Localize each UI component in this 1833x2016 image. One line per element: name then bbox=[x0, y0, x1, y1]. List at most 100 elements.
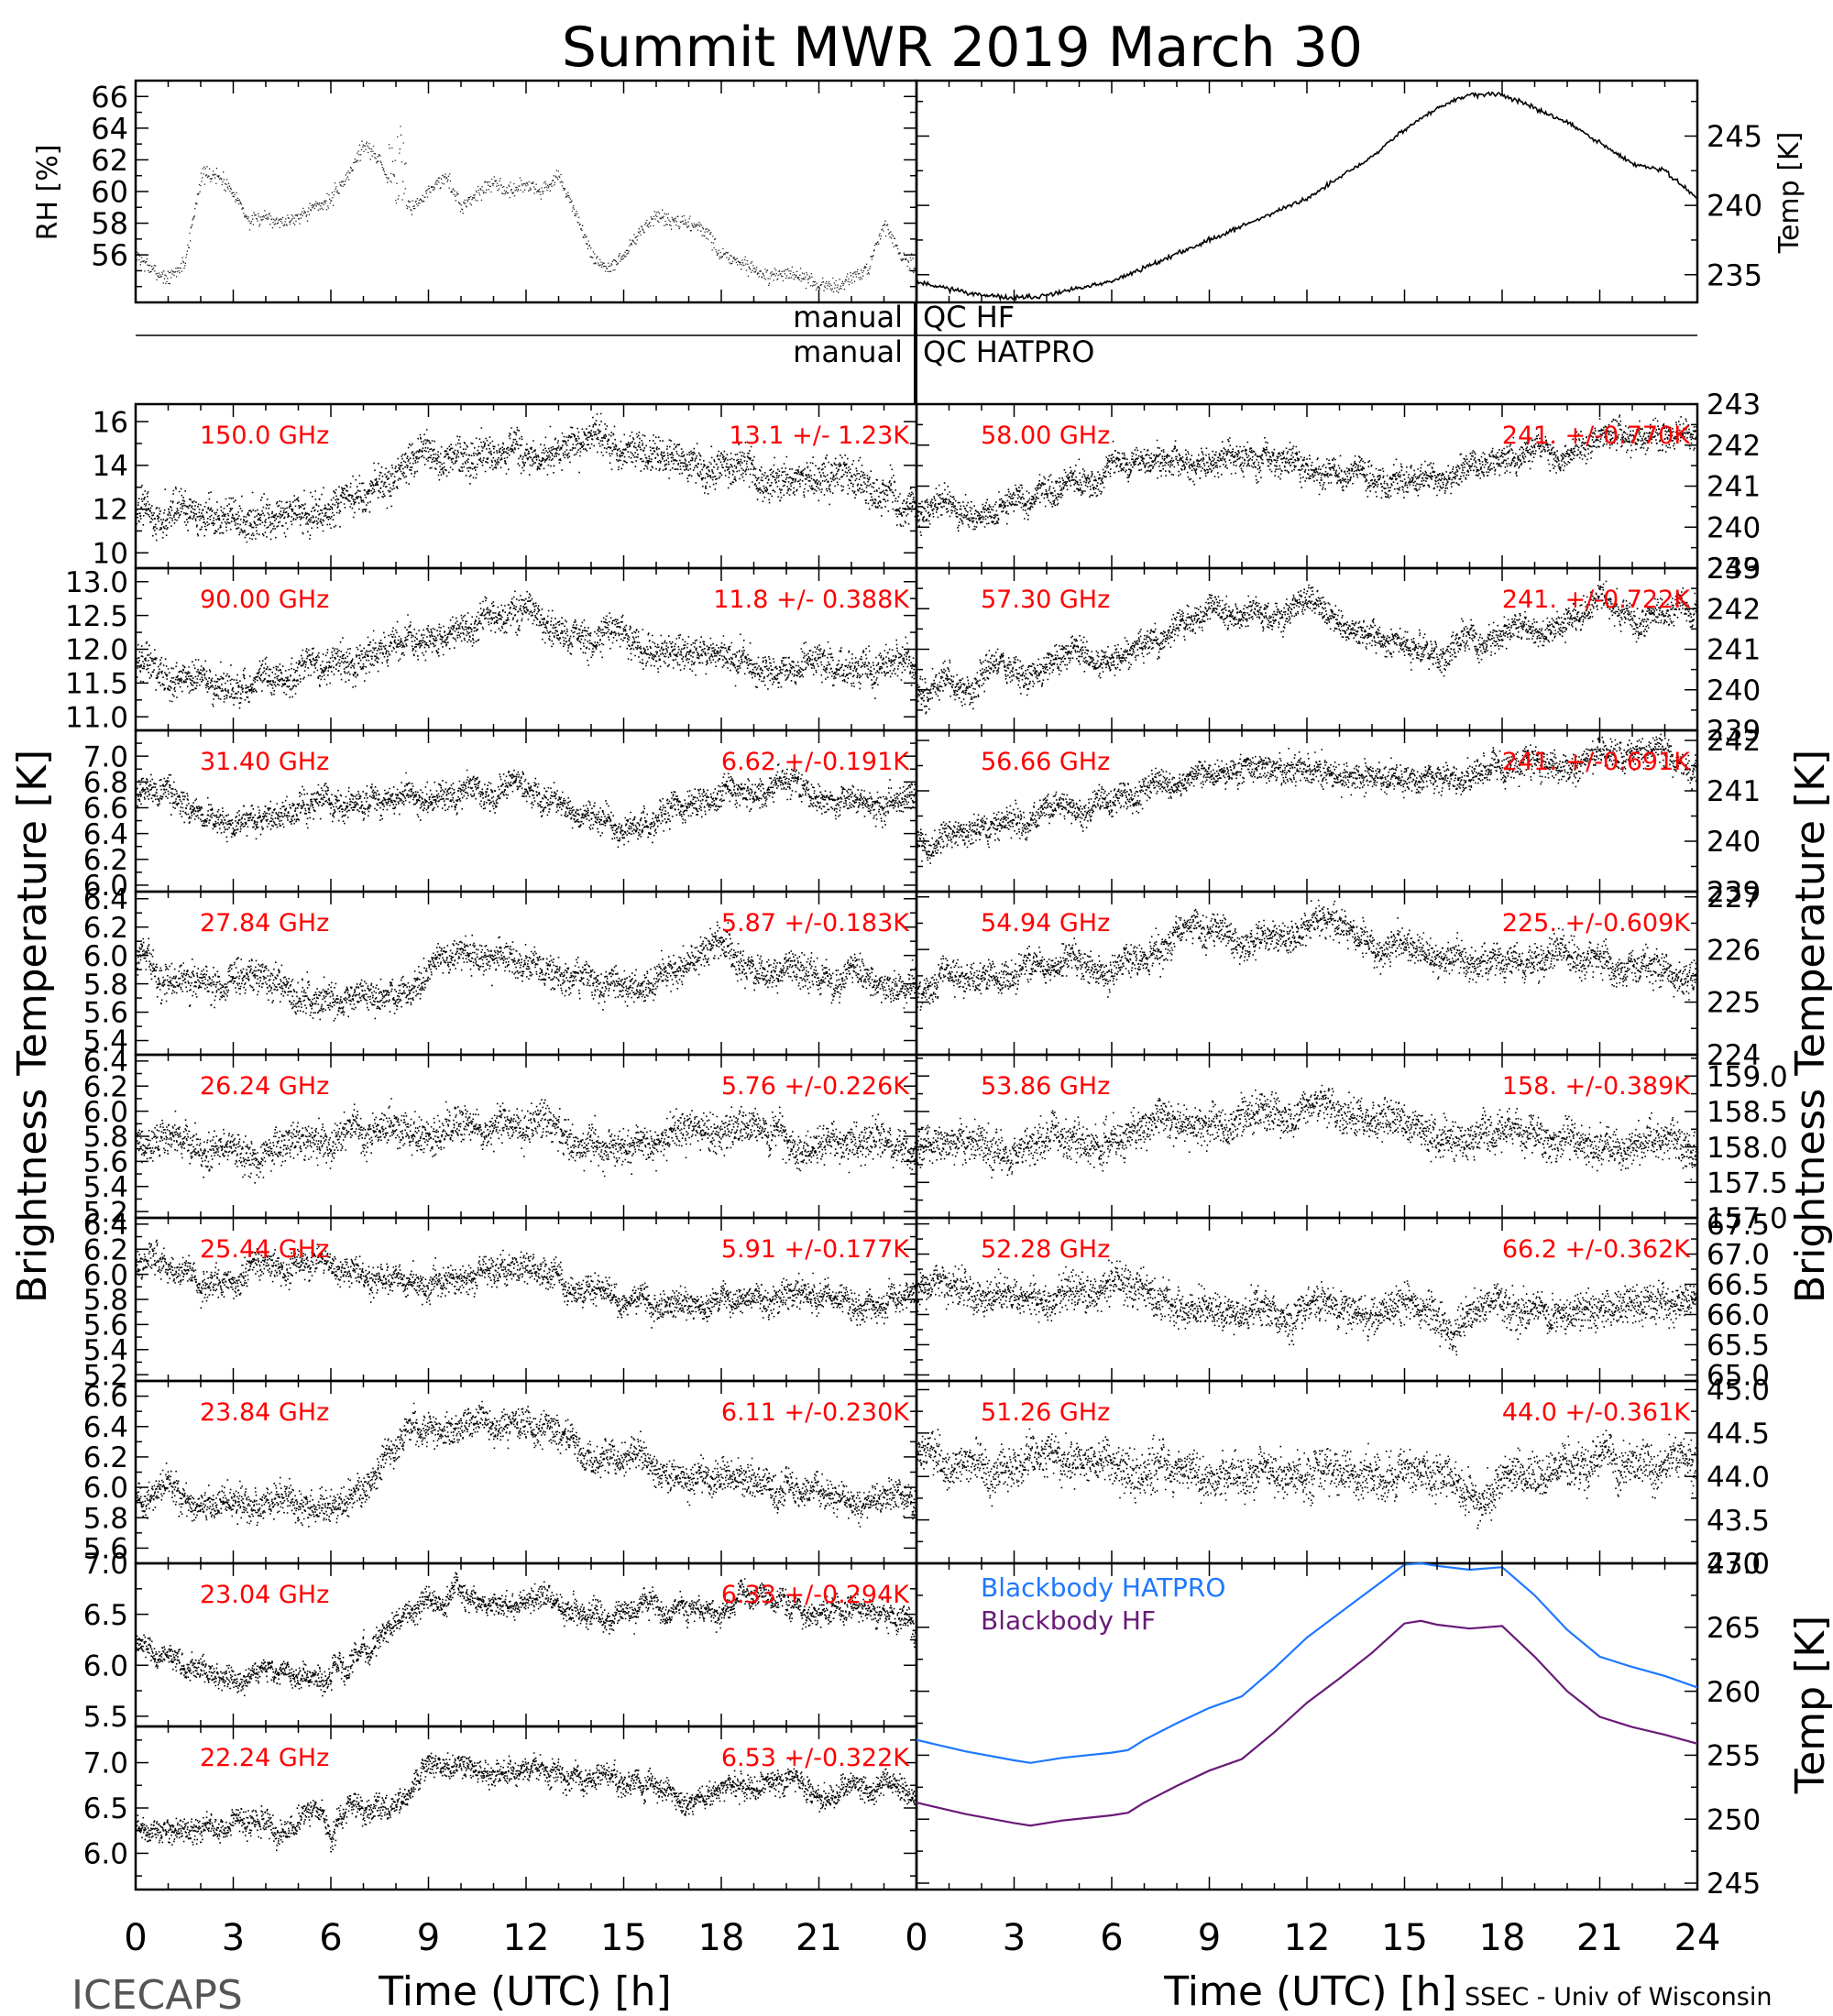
y-tick-label: 6.0 bbox=[83, 1649, 128, 1682]
y-tick-label: 43.5 bbox=[1707, 1505, 1770, 1538]
y-tick-label: 6.2 bbox=[83, 844, 128, 877]
series-line-bb-hf bbox=[916, 1619, 1698, 1827]
y-tick-label: 241 bbox=[1707, 471, 1761, 504]
y-tick-label: 6.0 bbox=[83, 940, 128, 973]
stat-label: 225. +/-0.609K bbox=[1502, 909, 1691, 937]
y-tick-label: 245 bbox=[1707, 119, 1762, 154]
trace-ch-23-84 bbox=[136, 1400, 918, 1528]
freq-label: 23.84 GHz bbox=[200, 1398, 329, 1427]
y-tick-label: 6.5 bbox=[83, 1599, 128, 1632]
y-tick-label: 245 bbox=[1707, 1868, 1761, 1901]
y-tick-label: 5.2 bbox=[83, 1359, 128, 1392]
x-tick-label-left: 15 bbox=[600, 1917, 647, 1959]
y-tick-label: 255 bbox=[1707, 1740, 1761, 1773]
trace-ch-150 bbox=[136, 412, 918, 543]
stat-label: 5.87 +/-0.183K bbox=[721, 909, 910, 937]
y-tick-label: 12 bbox=[93, 494, 128, 527]
y-tick-label: 5.8 bbox=[83, 1502, 128, 1535]
y-tick-label: 240 bbox=[1707, 826, 1761, 859]
y-tick-label: 7.0 bbox=[83, 740, 128, 773]
y-tick-label: 44.5 bbox=[1707, 1418, 1770, 1451]
y-tick-label: 12.5 bbox=[65, 600, 128, 633]
x-tick-label-left: 6 bbox=[319, 1917, 342, 1959]
manual-label-hatpro: manual bbox=[793, 334, 903, 369]
y-tick-label: 5.4 bbox=[83, 1025, 128, 1058]
trace-ch-90 bbox=[136, 590, 918, 709]
y-tick-label: 260 bbox=[1707, 1676, 1761, 1709]
y-tick-label: 5.8 bbox=[83, 1284, 128, 1317]
x-tick-label-right: 9 bbox=[1198, 1917, 1221, 1959]
y-tick-label: 6.4 bbox=[83, 1046, 128, 1079]
freq-label: 26.24 GHz bbox=[200, 1072, 329, 1101]
x-tick-label-right: 3 bbox=[1003, 1917, 1026, 1959]
y-tick-label: 158.0 bbox=[1707, 1132, 1788, 1165]
x-tick-label-left: 9 bbox=[417, 1917, 440, 1959]
freq-label: 27.84 GHz bbox=[200, 909, 329, 937]
y-tick-label: 14 bbox=[93, 450, 128, 483]
y-tick-label: 226 bbox=[1707, 934, 1761, 967]
y-tick-label: 7.0 bbox=[83, 1748, 128, 1780]
y-tick-label: 224 bbox=[1707, 1039, 1761, 1072]
trace-ch-25 bbox=[136, 1239, 918, 1329]
y-tick-label: 158.5 bbox=[1707, 1096, 1788, 1129]
y-tick-label: 44.0 bbox=[1707, 1461, 1770, 1494]
panel-air-temp bbox=[915, 79, 1699, 304]
trace-ch-22 bbox=[136, 1752, 918, 1853]
y-tick-label: 45.0 bbox=[1707, 1375, 1770, 1408]
y-tick-label: 56 bbox=[91, 238, 128, 273]
y-tick-label: 265 bbox=[1707, 1612, 1761, 1645]
freq-label: 52.28 GHz bbox=[981, 1235, 1110, 1264]
y-tick-label: 225 bbox=[1707, 987, 1761, 1020]
y-tick-label: 6.0 bbox=[83, 1259, 128, 1292]
y-tick-label: 66 bbox=[91, 80, 128, 115]
y-tick-label: 6.4 bbox=[83, 818, 128, 851]
y-tick-label: 58 bbox=[91, 206, 128, 241]
x-tick-label-left: 18 bbox=[698, 1917, 745, 1959]
y-axis-label-right: Brightness Temperature [K] bbox=[1787, 750, 1833, 1303]
manual-label-hf: manual bbox=[793, 300, 903, 334]
y-tick-label: 6.6 bbox=[83, 1381, 128, 1414]
x-tick-label-right: 21 bbox=[1576, 1917, 1623, 1959]
x-tick-label-left: 12 bbox=[503, 1917, 550, 1959]
y-tick-label: 5.4 bbox=[83, 1334, 128, 1367]
y-tick-label: 12.0 bbox=[65, 634, 128, 667]
y-tick-label: 240 bbox=[1707, 189, 1762, 224]
x-tick-label-right: 12 bbox=[1284, 1917, 1331, 1959]
y-tick-label: 13.0 bbox=[65, 566, 128, 599]
y-tick-label: 270 bbox=[1707, 1548, 1761, 1581]
freq-label: 90.00 GHz bbox=[200, 586, 329, 614]
y-tick-label: 235 bbox=[1707, 257, 1762, 292]
y-tick-label: 157.5 bbox=[1707, 1167, 1788, 1200]
stat-label: 6.53 +/-0.322K bbox=[721, 1744, 910, 1772]
y-tick-label: 66.5 bbox=[1707, 1269, 1770, 1302]
trace-air-temp bbox=[916, 91, 1698, 302]
y-tick-label: 250 bbox=[1707, 1803, 1761, 1836]
stat-label: 241. +/-0.691K bbox=[1502, 748, 1691, 776]
x-tick-label-right: 6 bbox=[1100, 1917, 1123, 1959]
freq-label: 22.24 GHz bbox=[200, 1744, 329, 1772]
x-tick-label-right: 24 bbox=[1674, 1917, 1721, 1959]
y-tick-label: 6.6 bbox=[83, 793, 128, 826]
stat-label: 13.1 +/- 1.23K bbox=[729, 422, 910, 450]
qc-label-hf: QC HF bbox=[923, 300, 1015, 334]
y-tick-label: 7.0 bbox=[83, 1548, 128, 1581]
y-tick-label: 240 bbox=[1707, 674, 1761, 707]
y-tick-label: 240 bbox=[1707, 511, 1761, 544]
y-tick-label: 157.0 bbox=[1707, 1202, 1788, 1235]
y-axis-label-air-temp: Temp [K] bbox=[1773, 132, 1806, 255]
y-tick-label: 64 bbox=[91, 111, 128, 146]
freq-label: 56.66 GHz bbox=[981, 748, 1110, 776]
y-tick-label: 242 bbox=[1707, 593, 1761, 626]
freq-label: 51.26 GHz bbox=[981, 1398, 1110, 1427]
y-tick-label: 5.8 bbox=[83, 1121, 128, 1154]
y-tick-label: 6.2 bbox=[83, 1233, 128, 1266]
freq-label: 150.0 GHz bbox=[200, 422, 329, 450]
y-tick-label: 239 bbox=[1707, 553, 1761, 586]
y-tick-label: 243 bbox=[1707, 389, 1761, 422]
y-axis-label-left: Brightness Temperature [K] bbox=[9, 750, 56, 1303]
panel-rh bbox=[134, 79, 918, 304]
credit-ssec: SSEC - Univ of Wisconsin bbox=[1465, 1983, 1772, 2011]
freq-label: 23.04 GHz bbox=[200, 1581, 329, 1609]
trace-ch-52 bbox=[916, 1259, 1699, 1356]
x-tick-label-left: 0 bbox=[124, 1917, 147, 1959]
